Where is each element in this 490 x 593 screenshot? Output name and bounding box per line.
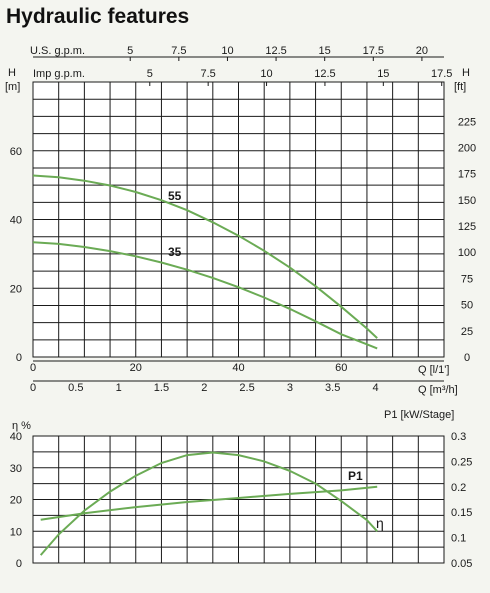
flow-tick-label: 7.5 (201, 68, 216, 80)
efficiency-curve (39, 451, 378, 556)
flow-tick-label: 2 (201, 382, 207, 394)
flow-tick-label: 0 (30, 362, 36, 374)
series-label-35: 35 (168, 245, 182, 259)
flow-tick-label: 0.5 (68, 382, 83, 394)
flow-tick-label: 1.5 (154, 382, 169, 394)
efficiency-axis-label: η % (12, 420, 31, 432)
head-curve-35 (32, 241, 378, 350)
head-tick-right: 100 (458, 247, 476, 259)
head-curve-55 (32, 174, 378, 339)
flow-tick-label: 60 (335, 362, 347, 374)
flow-tick-label: 12.5 (314, 68, 335, 80)
flow-tick-label: 5 (127, 45, 133, 57)
flow-axis-label: Imp g.p.m. (33, 68, 85, 80)
head-axis-label-right: H (462, 67, 470, 79)
flow-axis-label: U.S. g.p.m. (30, 45, 85, 57)
power-axis-label: P1 [kW/Stage] (384, 409, 454, 421)
head-tick-left: 20 (10, 283, 22, 295)
head-tick-right: 50 (461, 300, 473, 312)
head-tick-right: 125 (458, 221, 476, 233)
power-curve (40, 485, 378, 521)
head-tick-right: 25 (461, 326, 473, 338)
power-tick: 0.25 (451, 456, 472, 468)
efficiency-tick: 20 (10, 495, 22, 507)
flow-tick-label: 10 (221, 45, 233, 57)
head-tick-right: 225 (458, 116, 476, 128)
power-tick: 0.3 (451, 431, 466, 443)
flow-tick-label: 7.5 (171, 45, 186, 57)
efficiency-tick: 40 (10, 431, 22, 443)
flow-tick-label: 5 (147, 68, 153, 80)
flow-axis-label: Q [l/1'] (418, 364, 449, 376)
head-tick-left: 60 (10, 146, 22, 158)
flow-tick-label: 1 (116, 382, 122, 394)
flow-tick-label: 20 (416, 45, 428, 57)
head-tick-right: 150 (458, 195, 476, 207)
flow-tick-label: 4 (372, 382, 378, 394)
head-tick-left: 0 (16, 352, 22, 364)
flow-tick-label: 15 (377, 68, 389, 80)
power-tick: 0.1 (451, 533, 466, 545)
flow-tick-label: 10 (260, 68, 272, 80)
flow-tick-label: 3 (287, 382, 293, 394)
flow-tick-label: 0 (30, 382, 36, 394)
power-tick: 0.2 (451, 482, 466, 494)
flow-tick-label: 20 (130, 362, 142, 374)
efficiency-tick: 30 (10, 463, 22, 475)
flow-tick-label: 17.5 (363, 45, 384, 57)
head-tick-right: 200 (458, 142, 476, 154)
power-tick: 0.15 (451, 507, 472, 519)
head-tick-left: 40 (10, 215, 22, 227)
chart-title: Hydraulic features (6, 5, 189, 28)
head-axis-label-left: H (8, 67, 16, 79)
efficiency-tick: 10 (10, 526, 22, 538)
flow-tick-label: 15 (319, 45, 331, 57)
head-axis-unit-left: [m] (5, 81, 20, 93)
head-tick-right: 175 (458, 169, 476, 181)
flow-tick-label: 17.5 (431, 68, 452, 80)
head-tick-right: 75 (461, 273, 473, 285)
power-tick: 0.05 (451, 558, 472, 570)
flow-tick-label: 3.5 (325, 382, 340, 394)
head-axis-unit-right: [ft] (454, 81, 466, 93)
flow-axis-label: Q [m³/h] (418, 384, 458, 396)
head-tick-right: 0 (464, 352, 470, 364)
flow-tick-label: 40 (232, 362, 244, 374)
efficiency-tick: 0 (16, 558, 22, 570)
flow-tick-label: 2.5 (239, 382, 254, 394)
series-label-55: 55 (168, 189, 182, 203)
flow-tick-label: 12.5 (265, 45, 286, 57)
series-label-p1: P1 (348, 469, 363, 483)
series-label-eta: η (376, 515, 384, 531)
